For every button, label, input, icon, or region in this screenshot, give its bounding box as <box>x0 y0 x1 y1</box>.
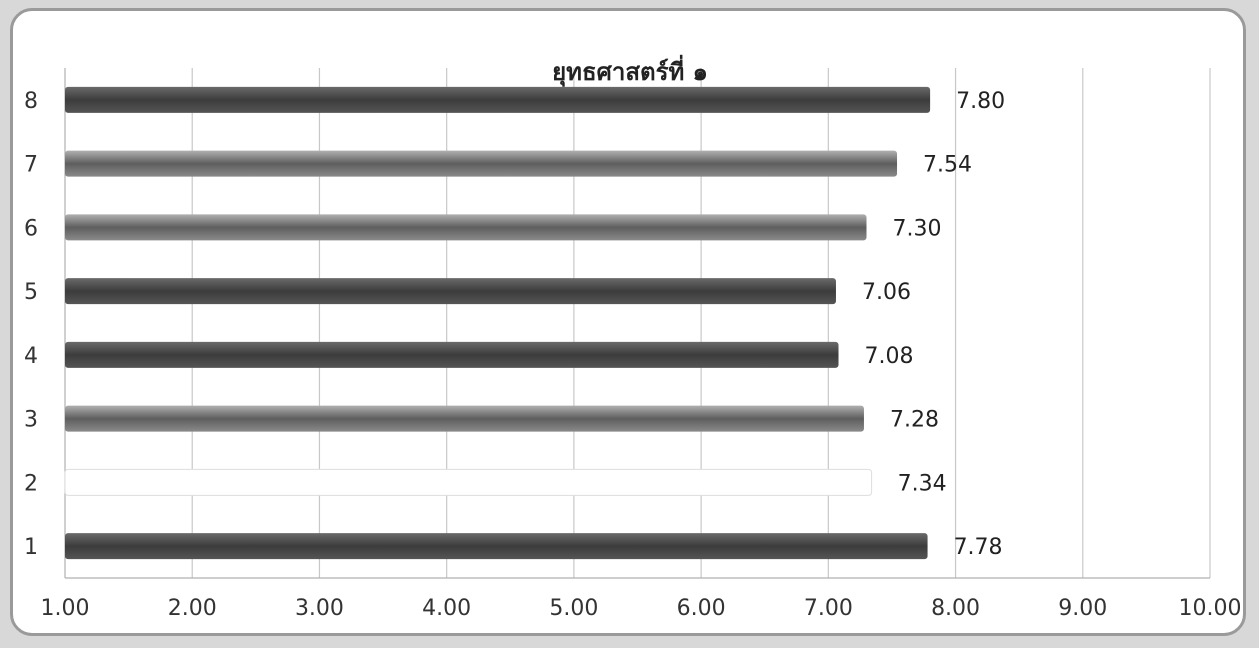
bar <box>65 278 836 305</box>
data-label: 7.54 <box>923 153 972 178</box>
x-tick-label: 7.00 <box>804 596 853 621</box>
x-tick-label: 1.00 <box>41 596 90 621</box>
bar <box>65 405 864 432</box>
y-tick-label: 5 <box>24 280 38 305</box>
data-label: 7.78 <box>954 535 1003 560</box>
x-tick-label: 4.00 <box>422 596 471 621</box>
y-tick-label: 8 <box>24 89 38 114</box>
y-tick-label: 3 <box>24 408 38 433</box>
x-tick-label: 10.00 <box>1179 596 1242 621</box>
bar <box>65 86 931 113</box>
bar <box>65 150 898 177</box>
data-label: 7.34 <box>898 471 947 496</box>
grid <box>64 68 1211 579</box>
x-tick-label: 9.00 <box>1058 596 1107 621</box>
y-tick-label: 1 <box>24 535 38 560</box>
y-tick-label: 7 <box>24 153 38 178</box>
data-label: 7.80 <box>956 89 1005 114</box>
chart-title: ยุทธศาสตร์ที่ ๑ <box>552 54 708 88</box>
x-tick-label: 2.00 <box>168 596 217 621</box>
x-tick-label: 5.00 <box>549 596 598 621</box>
x-tick-label: 8.00 <box>931 596 980 621</box>
bar <box>65 214 867 241</box>
data-label: 7.06 <box>862 280 911 305</box>
data-label: 7.28 <box>890 408 939 433</box>
bar <box>65 341 839 368</box>
y-tick-label: 2 <box>24 471 38 496</box>
y-tick-label: 4 <box>24 344 38 369</box>
y-tick-label: 6 <box>24 216 38 241</box>
x-tick-label: 3.00 <box>295 596 344 621</box>
data-label: 7.08 <box>865 344 914 369</box>
data-label: 7.30 <box>893 216 942 241</box>
bar <box>65 533 928 560</box>
x-tick-label: 6.00 <box>677 596 726 621</box>
bar <box>64 468 873 496</box>
labels: 1.00 2.00 3.00 4.00 5.00 6.00 7.00 8.00 9.00 10.0… <box>24 89 1241 621</box>
bars <box>64 86 931 560</box>
